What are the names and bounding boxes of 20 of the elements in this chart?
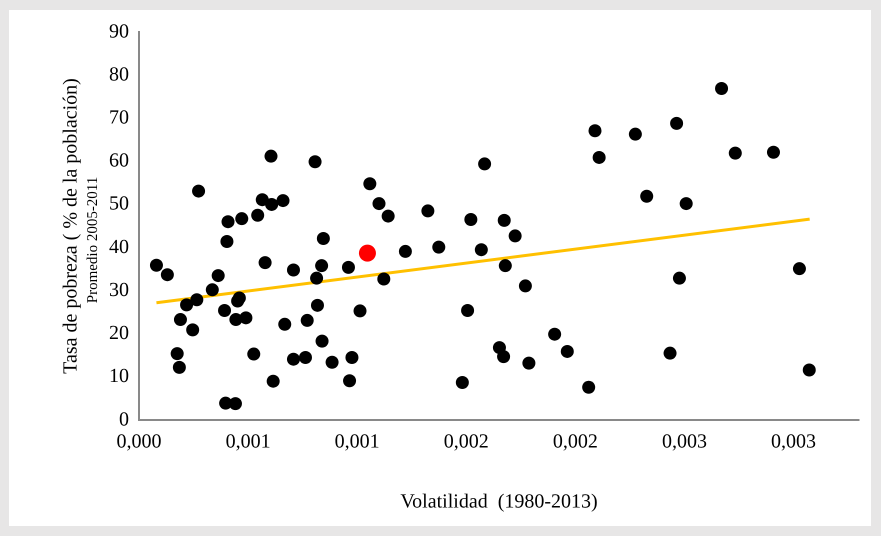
x-tick-label: 0,001 (334, 430, 380, 452)
y-tick-label: 40 (109, 236, 129, 258)
text: Promedio 2005-2011 (84, 176, 101, 304)
y-tick-label: 0 (119, 408, 129, 430)
x-tick-label: 0,000 (116, 430, 162, 452)
y-tick-label: 10 (109, 365, 129, 388)
y-tick-label: 70 (109, 106, 129, 128)
y-tick-label: 80 (109, 63, 129, 86)
x-tick-label: 0,002 (552, 430, 598, 452)
x-tick-label: 0,002 (444, 430, 489, 452)
y-tick-label: 60 (109, 150, 129, 172)
y-tick-label: 30 (109, 278, 129, 301)
x-tick-label: 0,003 (771, 430, 816, 452)
y-tick-label: 90 (109, 20, 129, 42)
y-tick-label: 20 (109, 322, 129, 344)
x-tick-label: 0,001 (226, 430, 271, 452)
x-tick-label: 0,003 (662, 430, 707, 452)
x-axis-title: Volatilidad (1980-2013) (400, 490, 598, 512)
y-axis-title: Tasa de pobreza ( % de la población) (59, 78, 82, 374)
y-tick-label: 50 (109, 192, 129, 215)
